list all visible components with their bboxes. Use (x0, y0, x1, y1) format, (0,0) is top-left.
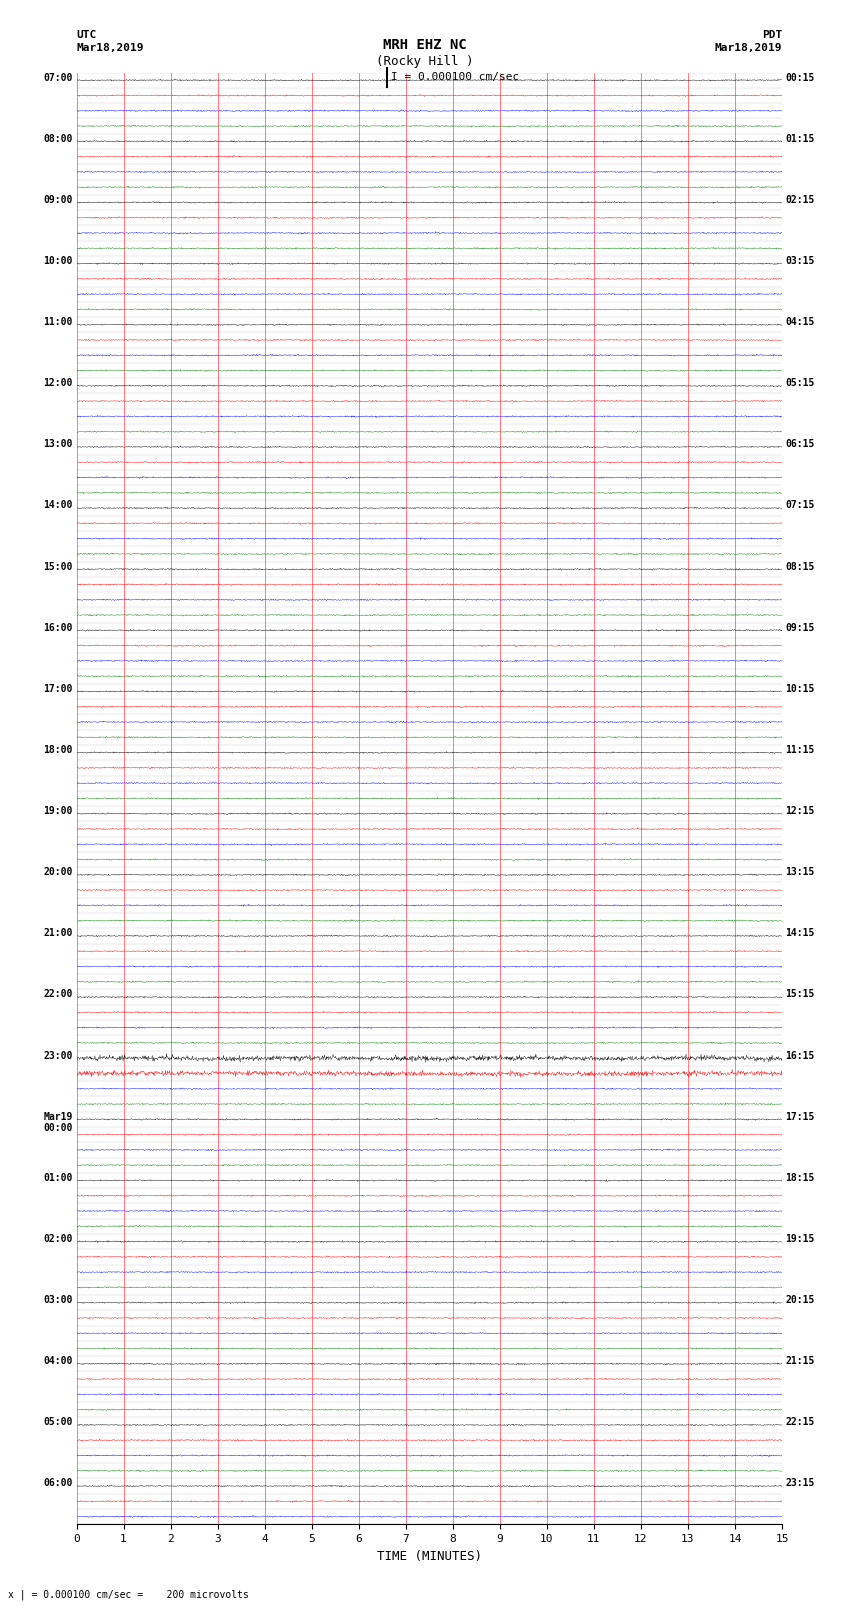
Text: 22:15: 22:15 (785, 1418, 815, 1428)
Text: 10:15: 10:15 (785, 684, 815, 694)
Text: 17:00: 17:00 (43, 684, 73, 694)
Text: 23:15: 23:15 (785, 1479, 815, 1489)
Text: 06:15: 06:15 (785, 439, 815, 450)
Text: 21:00: 21:00 (43, 929, 73, 939)
Text: 04:15: 04:15 (785, 318, 815, 327)
Text: I = 0.000100 cm/sec: I = 0.000100 cm/sec (391, 73, 519, 82)
Text: 07:15: 07:15 (785, 500, 815, 510)
Text: 16:00: 16:00 (43, 623, 73, 632)
Text: PDT: PDT (762, 31, 782, 40)
Text: 01:00: 01:00 (43, 1173, 73, 1182)
Text: Mar18,2019: Mar18,2019 (715, 44, 782, 53)
Text: 13:15: 13:15 (785, 868, 815, 877)
Text: 05:15: 05:15 (785, 377, 815, 389)
Text: 11:00: 11:00 (43, 318, 73, 327)
Text: 16:15: 16:15 (785, 1050, 815, 1061)
Text: (Rocky Hill ): (Rocky Hill ) (377, 55, 473, 68)
Text: 02:15: 02:15 (785, 195, 815, 205)
Text: 09:15: 09:15 (785, 623, 815, 632)
Text: 19:00: 19:00 (43, 806, 73, 816)
Text: 23:00: 23:00 (43, 1050, 73, 1061)
Text: 20:00: 20:00 (43, 868, 73, 877)
Text: 01:15: 01:15 (785, 134, 815, 144)
Text: 09:00: 09:00 (43, 195, 73, 205)
Text: Mar18,2019: Mar18,2019 (76, 44, 144, 53)
Text: 10:00: 10:00 (43, 256, 73, 266)
Text: 14:00: 14:00 (43, 500, 73, 510)
Text: 08:15: 08:15 (785, 561, 815, 571)
Text: 20:15: 20:15 (785, 1295, 815, 1305)
Text: 17:15: 17:15 (785, 1111, 815, 1121)
Text: 06:00: 06:00 (43, 1479, 73, 1489)
Text: 19:15: 19:15 (785, 1234, 815, 1244)
Text: 03:00: 03:00 (43, 1295, 73, 1305)
X-axis label: TIME (MINUTES): TIME (MINUTES) (377, 1550, 482, 1563)
Text: 12:00: 12:00 (43, 377, 73, 389)
Text: 05:00: 05:00 (43, 1418, 73, 1428)
Text: 21:15: 21:15 (785, 1357, 815, 1366)
Text: 08:00: 08:00 (43, 134, 73, 144)
Text: x | = 0.000100 cm/sec =    200 microvolts: x | = 0.000100 cm/sec = 200 microvolts (8, 1589, 249, 1600)
Text: 11:15: 11:15 (785, 745, 815, 755)
Text: 02:00: 02:00 (43, 1234, 73, 1244)
Text: 22:00: 22:00 (43, 989, 73, 1000)
Text: 15:00: 15:00 (43, 561, 73, 571)
Text: 00:15: 00:15 (785, 73, 815, 82)
Text: 18:15: 18:15 (785, 1173, 815, 1182)
Text: 14:15: 14:15 (785, 929, 815, 939)
Text: 03:15: 03:15 (785, 256, 815, 266)
Text: Mar19
00:00: Mar19 00:00 (43, 1111, 73, 1134)
Text: MRH EHZ NC: MRH EHZ NC (383, 37, 467, 52)
Text: 12:15: 12:15 (785, 806, 815, 816)
Text: 04:00: 04:00 (43, 1357, 73, 1366)
Text: 15:15: 15:15 (785, 989, 815, 1000)
Text: UTC: UTC (76, 31, 97, 40)
Text: 18:00: 18:00 (43, 745, 73, 755)
Text: 13:00: 13:00 (43, 439, 73, 450)
Text: 07:00: 07:00 (43, 73, 73, 82)
